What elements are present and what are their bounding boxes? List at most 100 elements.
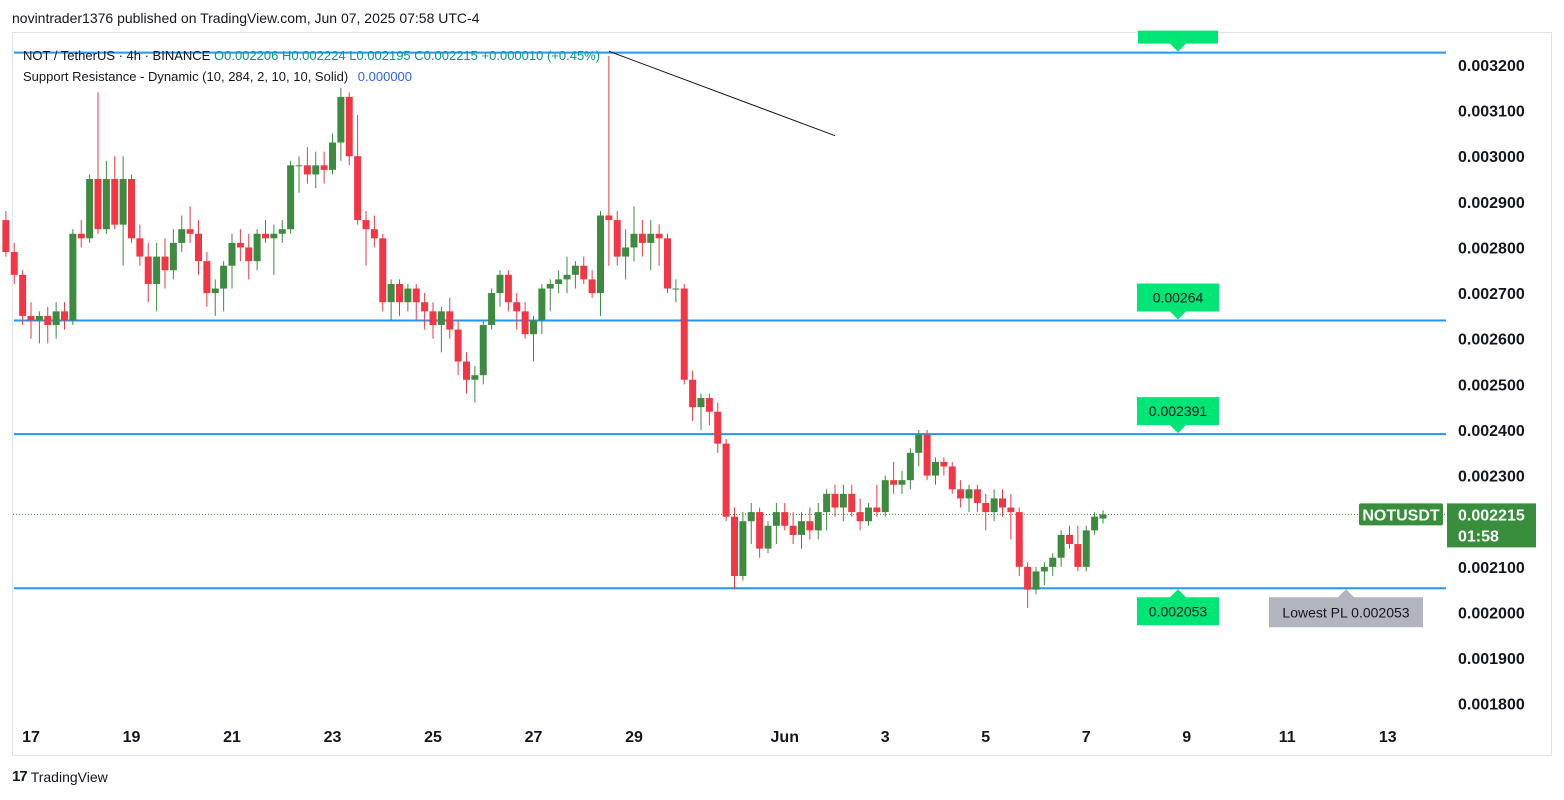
candle [2,210,10,257]
candle-body [370,229,378,239]
candle [605,55,613,266]
candle-body [412,288,420,303]
candle [839,484,847,522]
candle [597,210,604,316]
candle [44,306,52,344]
candle-body [102,179,110,230]
candle-body [823,493,831,513]
candle-body [144,256,152,284]
candle-body [588,279,596,294]
x-tick-label: 3 [881,729,890,746]
candle [379,233,387,312]
candle-body [362,220,370,230]
level-label-box [1137,397,1219,434]
level-label-text: 0.00264 [1153,289,1204,305]
y-tick-label: 0.003000 [1458,149,1525,166]
candle [446,297,454,339]
legend-indicator-row[interactable]: Support Resistance - Dynamic (10, 284, 2… [23,66,600,87]
candle-body [1074,544,1082,567]
candle [236,229,244,262]
y-tick-label: 0.002000 [1458,605,1525,622]
candle-body [965,489,973,499]
candle [169,229,177,280]
candle [262,220,269,243]
candle [86,174,94,243]
trendline[interactable] [608,50,836,137]
candle-body [881,480,889,513]
candle [831,484,839,517]
x-tick-label: 23 [324,729,342,746]
candle [764,521,772,554]
level-label[interactable] [1138,30,1218,52]
candle-body [923,434,931,476]
candle [195,220,202,275]
candle-body [61,311,68,321]
level-label-box [1138,30,1218,52]
level-label[interactable]: 0.002053 [1137,589,1219,626]
candle-body [990,498,998,513]
y-tick-label: 0.002100 [1458,560,1525,577]
candle [806,507,814,540]
candle [211,279,219,316]
candle [1040,562,1048,586]
candle-body [806,521,814,531]
candle [881,475,889,517]
level-label-text: 0.002391 [1149,403,1208,419]
candle [622,229,630,280]
candle-body [19,274,27,316]
candle-body [211,288,219,294]
y-tick-label: 0.003100 [1458,104,1525,121]
candle-body [111,179,119,225]
y-tick-label: 0.001900 [1458,651,1525,668]
candle-body [856,512,864,522]
candle-body [546,283,554,289]
candle [722,439,730,522]
y-tick-label: 0.002500 [1458,377,1525,394]
candle-body [705,398,713,412]
legend-low: L0.002195 [349,48,411,63]
candle [823,489,831,531]
candle [454,320,462,376]
candle [555,270,563,294]
candle [647,220,655,271]
candle-body [228,242,236,266]
candle [739,512,747,581]
level-label[interactable]: 0.00264 [1137,283,1219,320]
legend-open: O0.002206 [213,48,279,63]
candle [412,283,420,321]
candle [546,279,554,312]
candle-body [982,502,990,513]
symbol-tag[interactable]: NOTUSDT [1359,503,1443,526]
candle [1049,553,1057,576]
candle-body [890,480,898,485]
candle [94,92,102,234]
candle-body [1066,534,1073,545]
price-tag[interactable]: 0.002215 01:58 [1447,503,1536,548]
candle-body [940,461,948,467]
candle-body [253,233,261,262]
candle [588,270,596,298]
candle-body [555,279,563,284]
candle-body [906,452,914,481]
candle-body [798,521,805,535]
x-tick-label: 29 [625,729,643,746]
candle-body [638,233,646,243]
candle [1015,507,1023,576]
candle-body [655,233,663,239]
candle-body [186,229,194,234]
lowest-pl-text: Lowest PL 0.002053 [1282,604,1409,620]
level-label[interactable]: 0.002391 [1137,397,1219,434]
candle-body [128,179,135,239]
tradingview-footer[interactable]: 17 TradingView [12,768,108,785]
candle [1066,525,1073,549]
candle-body [387,283,395,303]
candle-body [396,283,403,303]
candle-body [839,493,847,508]
candle [664,233,671,294]
x-tick-label: 21 [223,729,241,746]
legend-symbol: NOT / TetherUS · 4h · BINANCE [23,48,211,63]
candle [69,229,77,326]
candle-body [513,302,521,312]
lowest-pl-label[interactable]: Lowest PL 0.002053 [1269,589,1423,628]
